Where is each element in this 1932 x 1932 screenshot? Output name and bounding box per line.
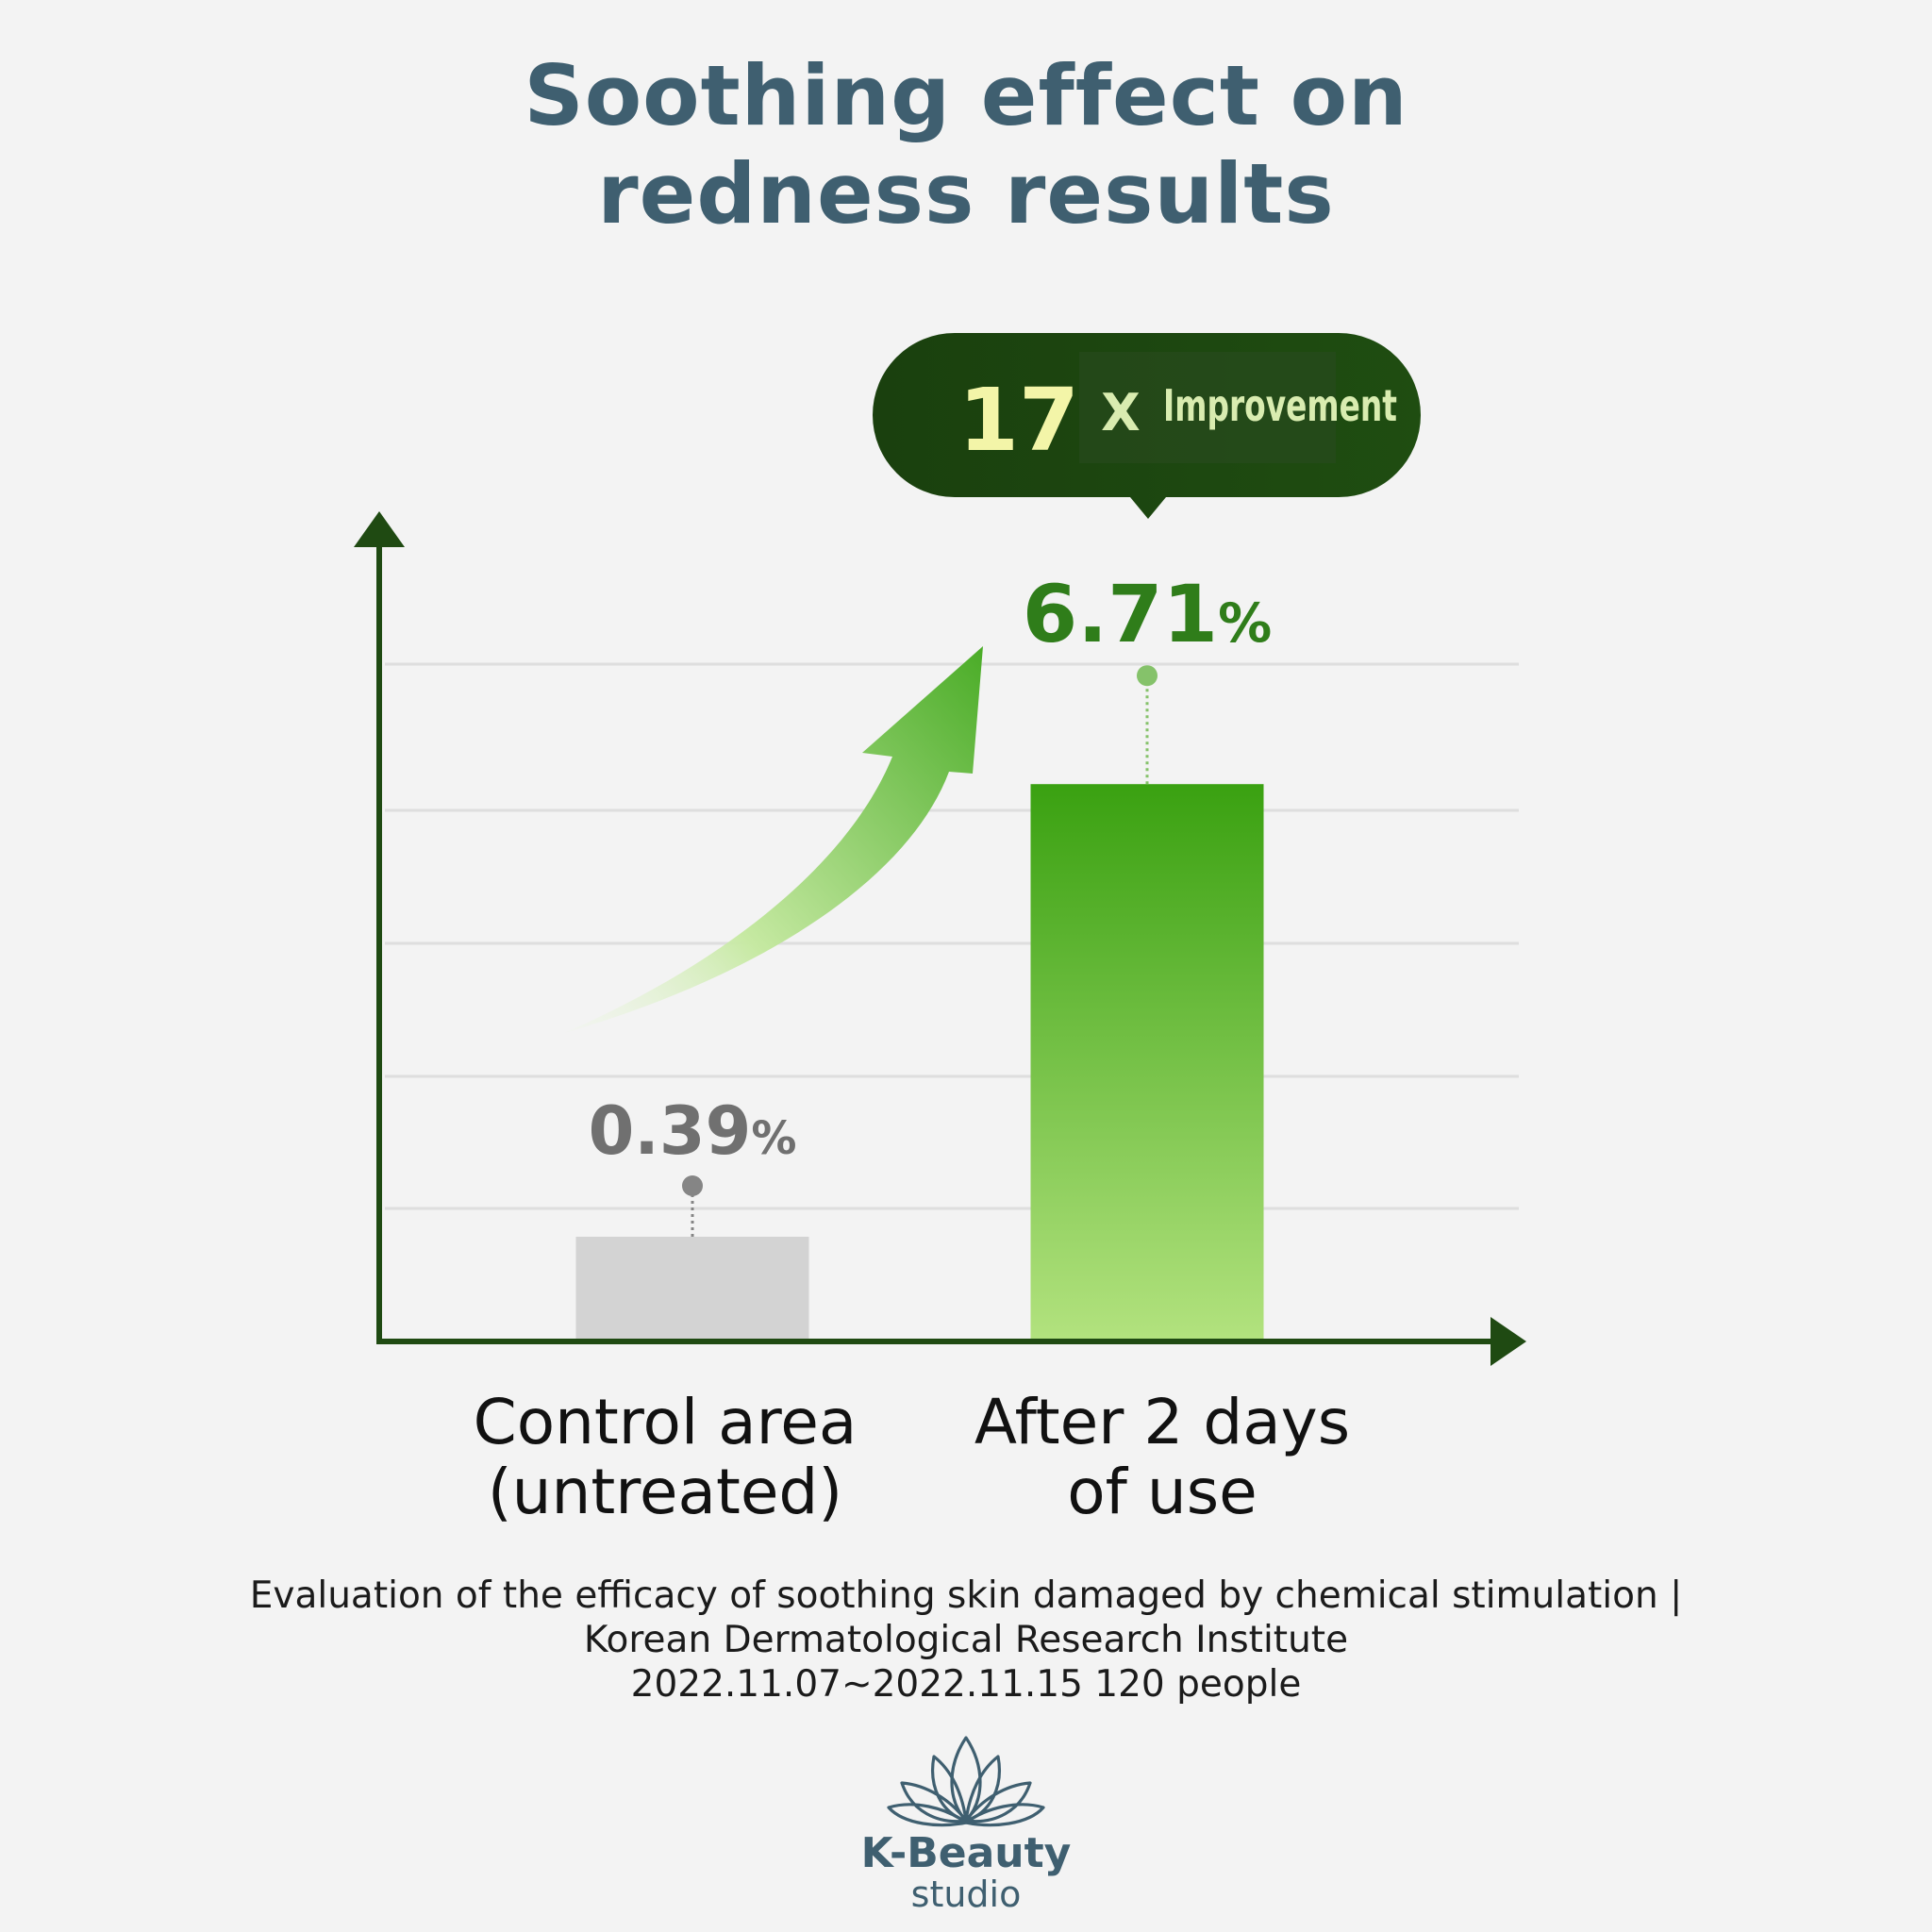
growth-arrow-icon bbox=[564, 646, 983, 1033]
page-title: Soothing effect on redness results bbox=[0, 47, 1932, 243]
gridlines bbox=[385, 662, 1519, 1210]
source-line-1: Evaluation of the efficacy of soothing s… bbox=[249, 1574, 1683, 1617]
value-marker-dot bbox=[1137, 665, 1158, 687]
category-labels: Control area (untreated) After 2 days of us… bbox=[474, 1386, 1350, 1528]
title-line-2: redness results bbox=[597, 145, 1335, 242]
value-label: 0.39% bbox=[589, 1092, 797, 1170]
bar-after-2-days bbox=[1030, 784, 1264, 1339]
callout-text: Improvement bbox=[1163, 380, 1397, 431]
callout-number: 17 bbox=[958, 370, 1079, 471]
value-label: 6.71% bbox=[1023, 568, 1272, 660]
category-label: Control area (untreated) bbox=[474, 1386, 858, 1528]
source-line-2: Korean Dermatological Research Institute bbox=[583, 1619, 1349, 1661]
callout-multiplier: X bbox=[1101, 383, 1141, 442]
title-line-1: Soothing effect on bbox=[524, 47, 1408, 144]
source-line-3: 2022.11.07~2022.11.15 120 people bbox=[630, 1663, 1302, 1706]
source-note: Evaluation of the efficacy of soothing s… bbox=[0, 1574, 1932, 1707]
lotus-icon bbox=[887, 1736, 1045, 1827]
brand-sub: studio bbox=[910, 1874, 1022, 1915]
value-marker-dot bbox=[682, 1175, 703, 1196]
x-axis-arrow-icon bbox=[1491, 1317, 1526, 1366]
value-markers bbox=[682, 665, 1158, 1237]
axes bbox=[354, 511, 1526, 1366]
brand-name: K-Beauty bbox=[860, 1829, 1072, 1877]
bar-control-area bbox=[575, 1237, 809, 1339]
callout-panel bbox=[1079, 352, 1336, 463]
bars bbox=[575, 784, 1264, 1339]
data-labels: 0.39% 6.71% bbox=[589, 568, 1273, 1170]
brand-logo: K-Beauty studio bbox=[824, 1734, 1108, 1923]
category-label: After 2 days of use bbox=[974, 1386, 1350, 1528]
improvement-callout: 17 X Improvement bbox=[873, 333, 1421, 519]
y-axis-arrow-icon bbox=[354, 511, 405, 547]
